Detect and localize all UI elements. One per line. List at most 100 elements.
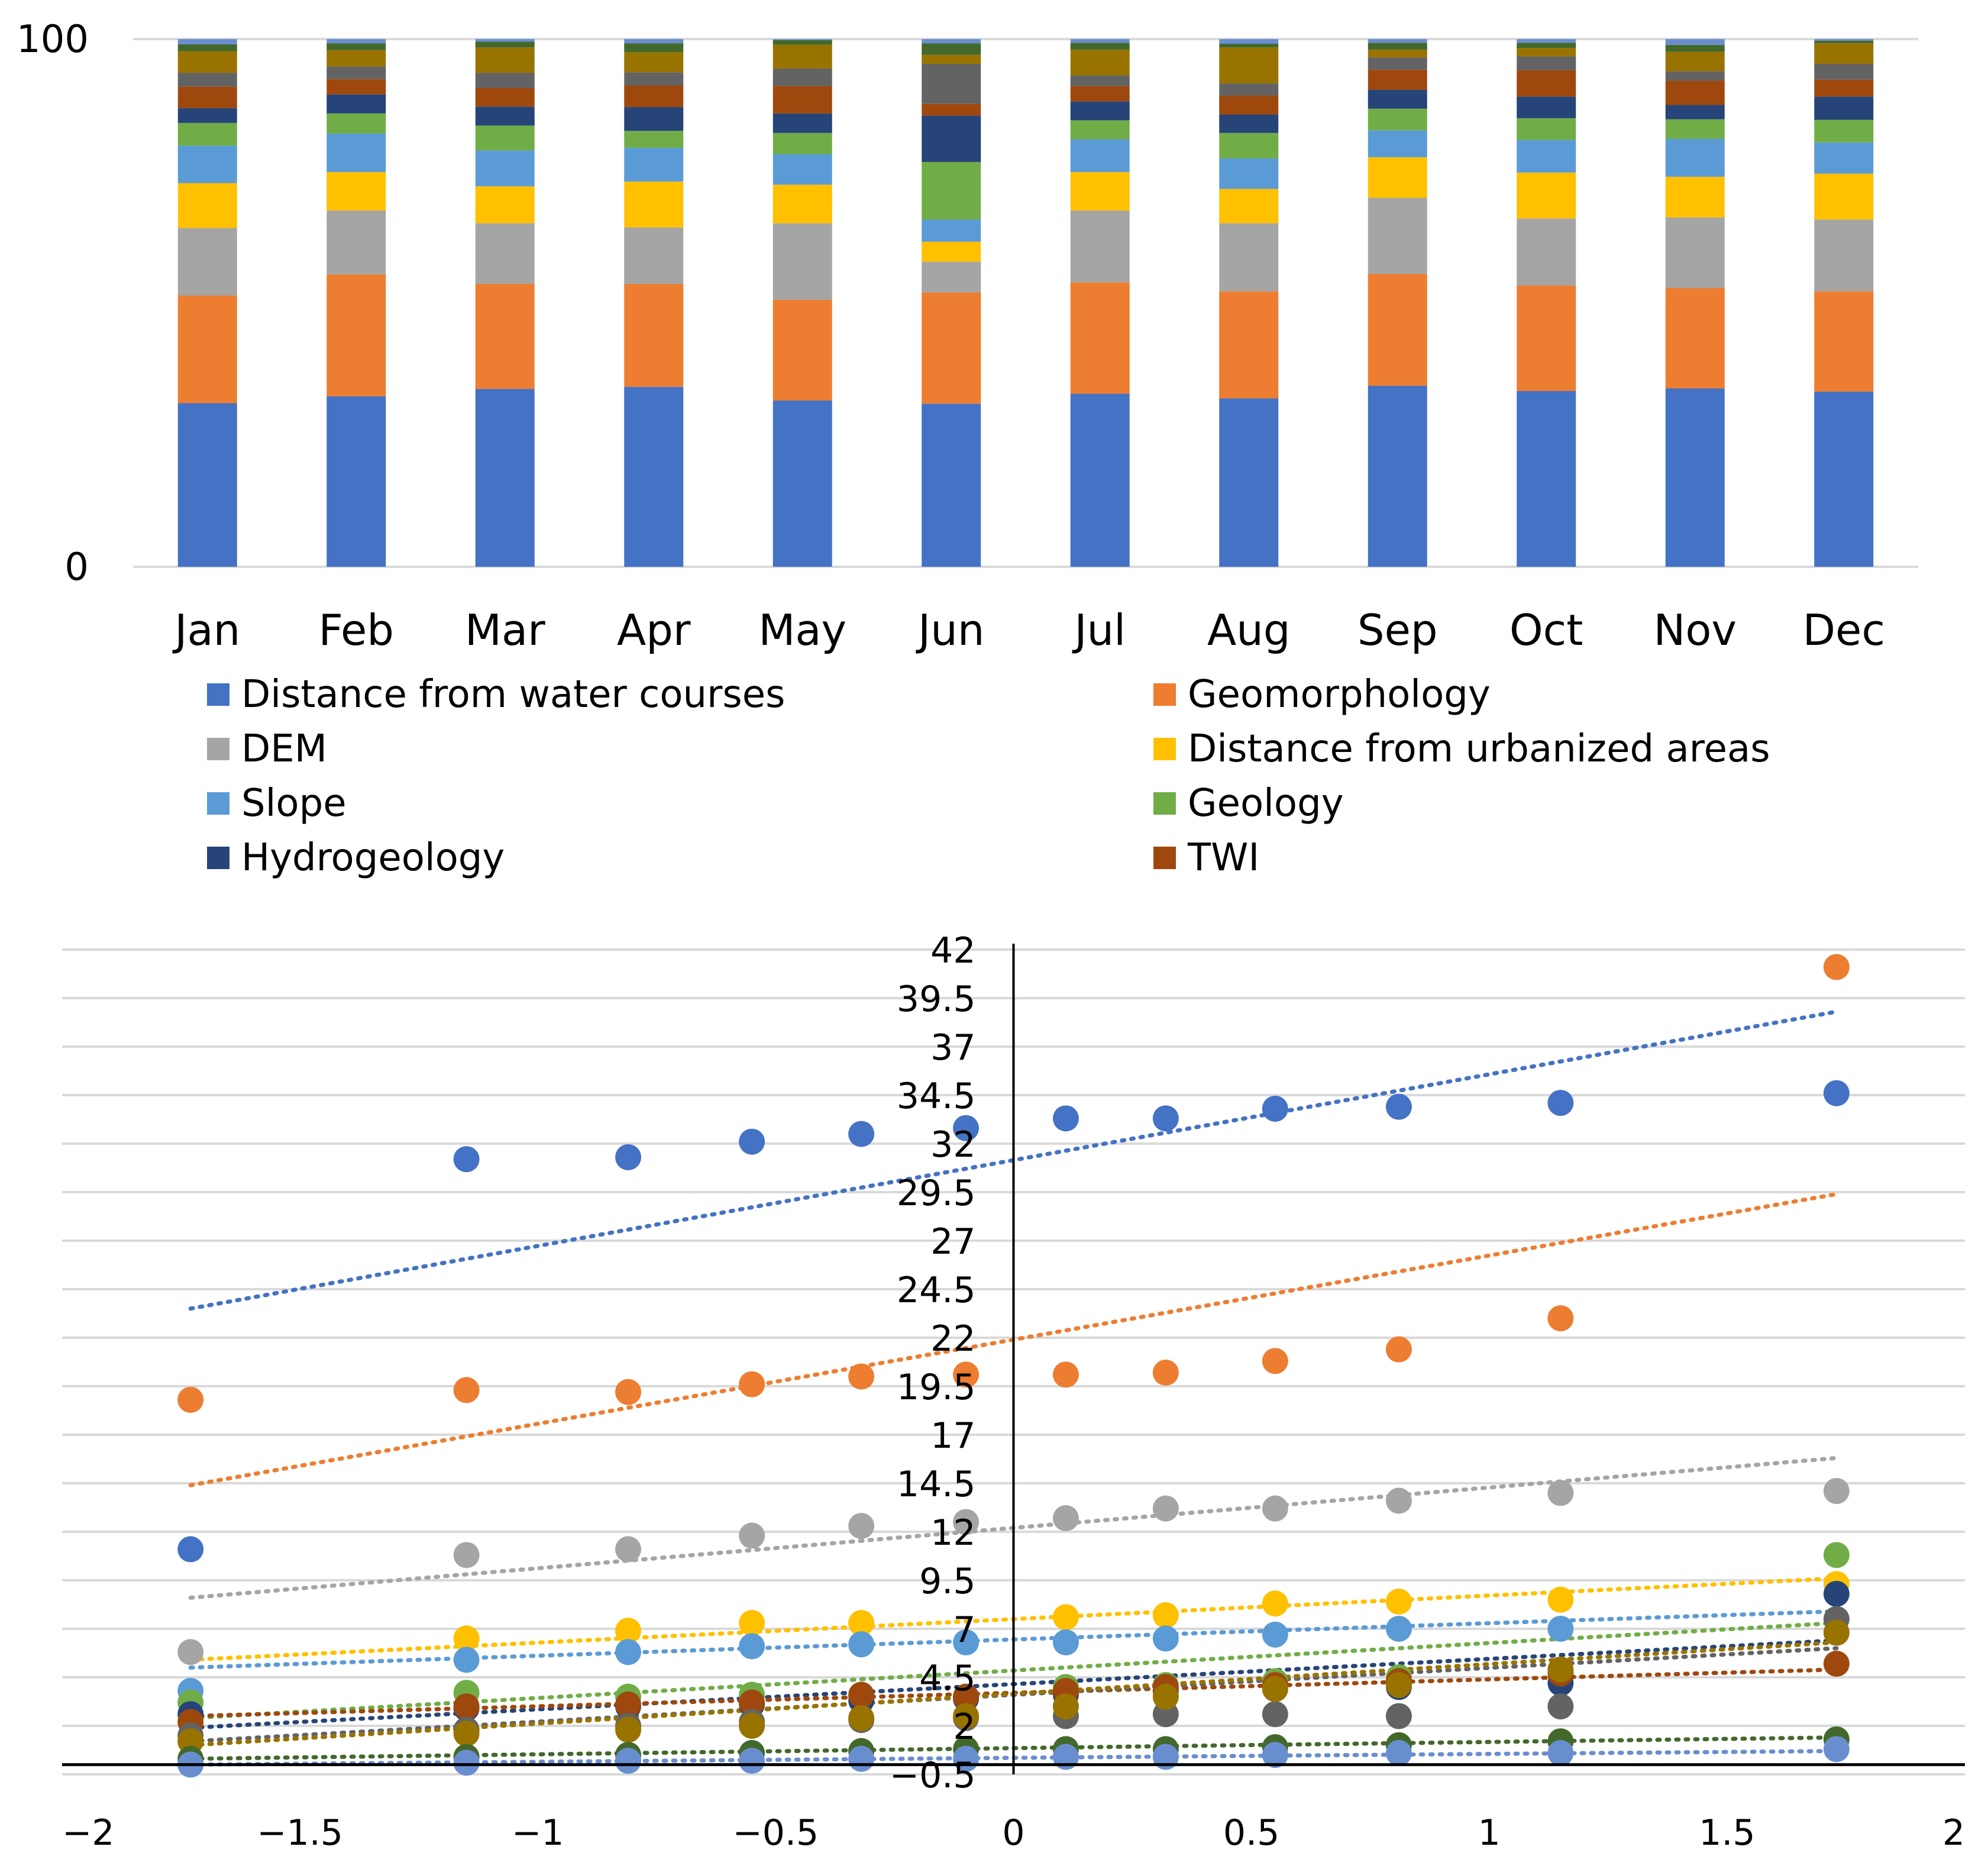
scatter-point [615,1536,642,1563]
scatter-point [848,1513,875,1539]
bar-segment [922,63,981,104]
bar-chart-legend: Distance from water courses Geomorphology… [207,673,1770,880]
bar-segment [772,44,832,69]
bar-chart-gridlines [133,38,1918,568]
scatter-point [1262,1495,1288,1522]
bar-segment [1219,189,1279,224]
bar-segment [327,39,386,44]
scatter-point [453,1693,480,1720]
bar-segment [475,125,535,151]
scatter-y-tick-label: 34.5 [897,1076,976,1117]
scatter-point [1262,1676,1288,1702]
bar-segment [1070,139,1130,172]
scatter-point [177,1536,204,1563]
bar-segment [475,88,535,107]
scatter-x-tick-label: −1 [512,1812,564,1854]
scatter-point [615,1716,642,1743]
bar-y-tick-label: 100 [17,18,89,62]
scatter-y-tick-label: 22 [930,1318,975,1360]
bar-segment [177,403,237,567]
scatter-point [1823,1542,1850,1568]
scatter-point [1823,1651,1850,1677]
bar-segment [1219,47,1279,83]
scatter-point [1262,1590,1288,1617]
bar-segment [177,122,237,146]
bar-segment [1070,86,1130,102]
category-label: Apr [617,605,691,655]
scatter-point [615,1618,642,1644]
category-label: Jul [1072,605,1126,655]
scatter-point [1152,1360,1179,1386]
bar-segment [327,210,386,275]
bar-segment [1665,176,1725,218]
scatter-point [1052,1629,1079,1655]
bar-segment [624,85,684,108]
bar-segment [772,223,832,300]
legend-label: DEM [241,727,327,771]
scatter-y-tick-label: 14.5 [897,1464,976,1505]
legend-item: Geomorphology [1153,673,1491,716]
bar-segment [772,40,832,45]
legend-item: TWI [1153,836,1259,880]
scatter-point [1547,1656,1574,1683]
bar-segment [922,43,981,55]
scatter-x-tick-label: 0 [1002,1812,1024,1854]
bar-segment [327,133,386,172]
scatter-point [739,1713,765,1739]
scatter-y-tick-label: 2 [953,1706,975,1748]
scatter-point [1052,1693,1079,1720]
bar-segment [177,86,237,108]
scatter-y-tick-label: 4.5 [919,1658,975,1699]
bar-segment [1814,39,1874,41]
scatter-point [453,1377,480,1403]
bar-segment [1814,40,1874,44]
scatter-point [1547,1616,1574,1642]
bar-segment [1219,114,1279,133]
bar-segment [624,72,684,86]
bar-segment [1814,291,1874,392]
bar-y-tick-label: 0 [64,545,89,589]
scatter-point [1152,1495,1179,1522]
scatter-point [1385,1703,1412,1729]
bar-segment [177,51,237,73]
legend-item: Distance from urbanized areas [1153,727,1770,771]
scatter-y-tick-label: 17 [930,1415,975,1457]
bar-segment [1368,89,1427,109]
scatter-point [848,1745,875,1772]
bar-segment [327,50,386,67]
scatter-x-tick-label: −1.5 [257,1812,343,1854]
bar-segment [1368,108,1427,131]
bar-segment [1368,386,1427,567]
scatter-point [953,1509,980,1535]
bar-segment [1368,273,1427,386]
bar-segment [1517,56,1576,70]
scatter-point [453,1542,480,1568]
bar-segment [1070,43,1130,50]
scatter-point [177,1386,204,1413]
scatter-point [848,1681,875,1708]
bar-segment [1219,158,1279,189]
legend-item: Distance from water courses [207,673,785,716]
scatter-point [739,1689,765,1716]
legend-item: DEM [207,727,327,771]
scatter-point [1385,1672,1412,1699]
bar-segment [1368,130,1427,157]
legend-swatch [1153,738,1176,760]
scatter-point [739,1633,765,1660]
scatter-point [615,1691,642,1718]
scatter-point [177,1639,204,1665]
bar-segment [1814,219,1874,292]
legend-item: Geology [1153,782,1344,825]
bar-segment [1219,95,1279,115]
bar-segment [1368,57,1427,70]
stacked-bar-chart: 0 100 Jan Feb Mar Apr May Jun Jul Aug Sep Oct Nov De… [17,18,1918,880]
bar-segment [1665,288,1725,389]
bar-segment [624,386,684,567]
scatter-y-tick-label: 12 [930,1512,975,1554]
bar-segment [772,185,832,224]
scatter-point [1547,1739,1574,1766]
bar-segment [1665,44,1725,52]
bar-segment [1368,69,1427,90]
bar-segment [1517,39,1576,43]
